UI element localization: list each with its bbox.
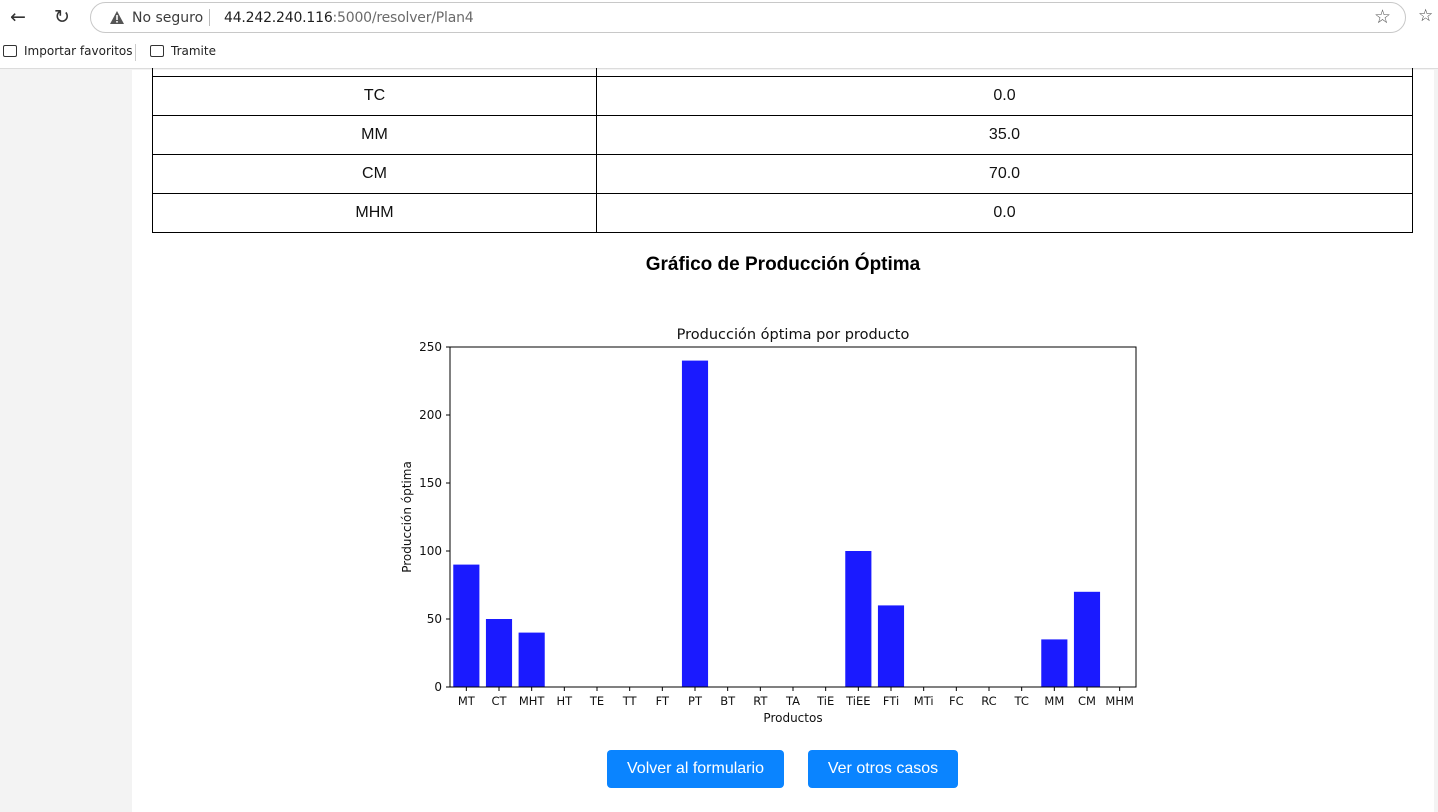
value-cell: 0.0 (596, 75, 1413, 116)
x-tick-label: TT (622, 694, 638, 708)
x-axis-label: Productos (763, 711, 822, 725)
x-tick-label: MT (458, 694, 476, 708)
x-tick-label: TA (785, 694, 800, 708)
bookmark-import-favorites[interactable]: Importar favoritos (3, 44, 133, 58)
bookmark-star-icon[interactable]: ☆ (1373, 7, 1391, 28)
production-chart: 0 50 100 150 200 250 MT CT MHT HT TE TT FT PT BT RT TA Ti… (392, 316, 1152, 741)
x-tick-label: MHM (1105, 694, 1134, 708)
value-cell: 70.0 (596, 153, 1413, 194)
y-axis-label: Producción óptima (400, 461, 414, 573)
chart-svg: 0 50 100 150 200 250 MT CT MHT HT TE TT FT PT BT RT TA Ti… (400, 327, 1137, 725)
favorites-icon[interactable]: ☆ (1418, 6, 1434, 25)
results-table: TC 0.0 MM 35.0 CM 70.0 MHM 0.0 (152, 68, 1413, 233)
value-cell: 35.0 (596, 114, 1413, 155)
table-row: TC 0.0 (152, 75, 1413, 116)
product-cell: MHM (152, 192, 597, 233)
chart-bar (877, 605, 905, 687)
product-cell: CM (152, 153, 597, 194)
back-arrow-icon[interactable]: ← (10, 6, 26, 28)
chart-frame (449, 346, 1137, 688)
back-to-form-button[interactable]: Volver al formulario (607, 750, 784, 788)
bookmark-divider (135, 44, 136, 61)
chart-title: Producción óptima por producto (677, 327, 910, 343)
x-tick-label: CT (491, 694, 507, 708)
other-cases-button[interactable]: Ver otros casos (808, 750, 958, 788)
chart-bar (518, 632, 545, 687)
table-row: MHM 0.0 (152, 192, 1413, 233)
url-host: 44.242.240.116 (224, 10, 333, 26)
folder-icon (150, 45, 164, 57)
chart-bar (1041, 639, 1068, 687)
reload-icon[interactable]: ↻ (54, 6, 70, 28)
x-tick-label: FTi (883, 694, 899, 708)
x-tick-label: TE (589, 694, 604, 708)
x-tick-label: RC (981, 694, 996, 708)
bookmark-tramite[interactable]: Tramite (150, 44, 216, 58)
y-tick-label: 200 (419, 408, 442, 422)
x-tick-label: MTi (914, 694, 934, 708)
page-content: TC 0.0 MM 35.0 CM 70.0 MHM 0.0 Gráfico d… (132, 68, 1434, 812)
x-tick-label: FC (949, 694, 964, 708)
x-tick-label: RT (753, 694, 768, 708)
table-row: MM 35.0 (152, 114, 1413, 155)
chart-bar (453, 564, 480, 687)
security-label[interactable]: No seguro (132, 10, 204, 26)
y-tick-label: 250 (419, 340, 442, 354)
x-tick-label: TiEE (845, 694, 870, 708)
chart-bar (681, 360, 709, 687)
x-tick-label: MHT (519, 694, 546, 708)
x-tick-label: TiE (816, 694, 834, 708)
url-text[interactable]: 44.242.240.116:5000/resolver/Plan4 (224, 10, 474, 26)
y-tick-label: 50 (427, 612, 442, 626)
chart-section-title: Gráfico de Producción Óptima (645, 254, 921, 275)
chart-bar (845, 551, 872, 687)
x-tick-label: BT (720, 694, 736, 708)
address-bar[interactable]: No seguro 44.242.240.116:5000/resolver/P… (90, 2, 1406, 33)
x-tick-label: CM (1078, 694, 1096, 708)
y-tick-label: 0 (434, 680, 442, 694)
x-tick-label: PT (688, 694, 703, 708)
import-icon (3, 45, 17, 57)
x-tick-label: FT (656, 694, 670, 708)
y-tick-label: 150 (419, 476, 442, 490)
url-path: :5000/resolver/Plan4 (332, 10, 474, 26)
x-tick-label: HT (556, 694, 573, 708)
product-cell: MM (152, 114, 597, 155)
table-row: CM 70.0 (152, 153, 1413, 194)
value-cell: 0.0 (596, 192, 1413, 233)
bookmark-label: Importar favoritos (24, 44, 133, 58)
bookmark-label: Tramite (171, 44, 216, 58)
y-tick-label: 100 (419, 544, 442, 558)
product-cell: TC (152, 75, 597, 116)
warning-icon (110, 11, 124, 24)
x-tick-label: TC (1013, 694, 1028, 708)
browser-toolbar: ← ↻ No seguro 44.242.240.116:5000/resolv… (0, 0, 1438, 35)
chart-bar (1073, 591, 1101, 687)
bookmarks-bar: Importar favoritos Tramite (0, 35, 1438, 69)
omnibox-divider (209, 9, 210, 26)
chart-bar (485, 619, 513, 687)
x-tick-label: MM (1044, 694, 1064, 708)
table-row (152, 68, 1413, 77)
